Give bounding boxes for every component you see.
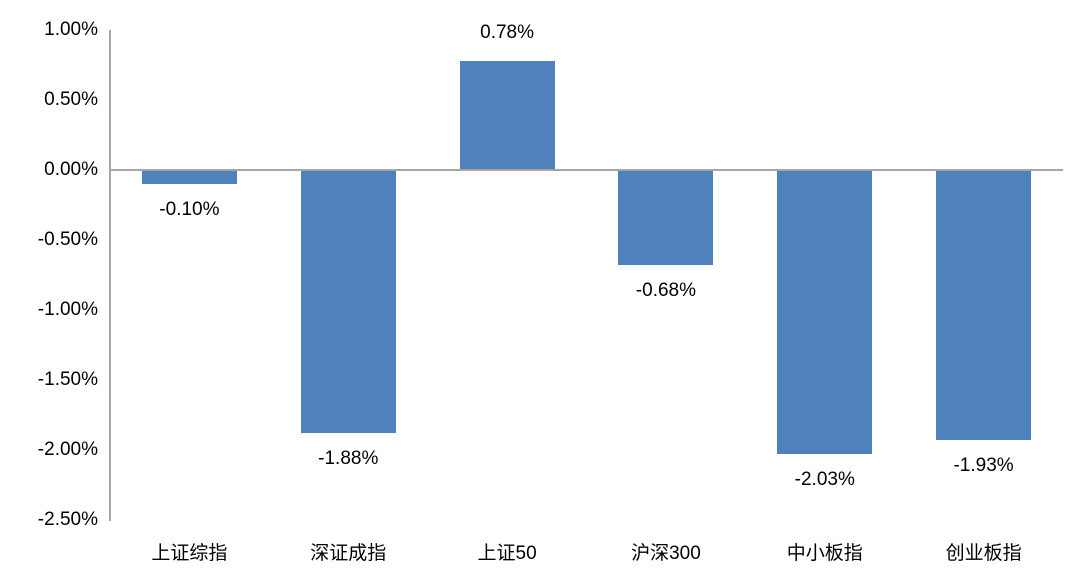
y-axis-tick-label: -1.50% (37, 369, 98, 390)
y-axis-tick-label: -2.00% (37, 439, 98, 460)
bar-沪深300 (618, 170, 714, 266)
bar-中小板指 (777, 170, 873, 455)
zero-baseline (109, 169, 1063, 171)
x-axis-label-中小板指: 中小板指 (786, 543, 863, 564)
value-label: 0.78% (480, 21, 535, 43)
bar-深证成指 (300, 170, 396, 434)
y-axis-tick-label: -0.50% (37, 229, 98, 250)
value-label: -0.68% (635, 280, 696, 302)
value-label: -1.93% (953, 455, 1014, 477)
x-axis-label-上证50: 上证50 (477, 543, 537, 564)
value-label: -1.88% (318, 448, 379, 470)
x-axis-label-深证成指: 深证成指 (310, 543, 387, 564)
x-axis-label-沪深300: 沪深300 (631, 543, 701, 564)
y-axis-line (109, 30, 111, 521)
x-axis-label-创业板指: 创业板指 (945, 543, 1022, 564)
y-axis-tick-label: 1.00% (44, 19, 98, 40)
value-label: -2.03% (794, 469, 855, 491)
y-axis-tick-label: -1.00% (37, 299, 98, 320)
x-axis-label-上证综指: 上证综指 (151, 543, 228, 564)
y-axis-tick-label: 0.00% (44, 159, 98, 180)
y-axis-tick-label: -2.50% (37, 509, 98, 530)
value-label: -0.10% (159, 199, 220, 220)
y-axis-tick-label: 0.50% (44, 89, 98, 110)
bar-创业板指 (936, 170, 1032, 441)
bar-上证50 (459, 60, 555, 170)
bar-上证综指 (141, 170, 237, 184)
